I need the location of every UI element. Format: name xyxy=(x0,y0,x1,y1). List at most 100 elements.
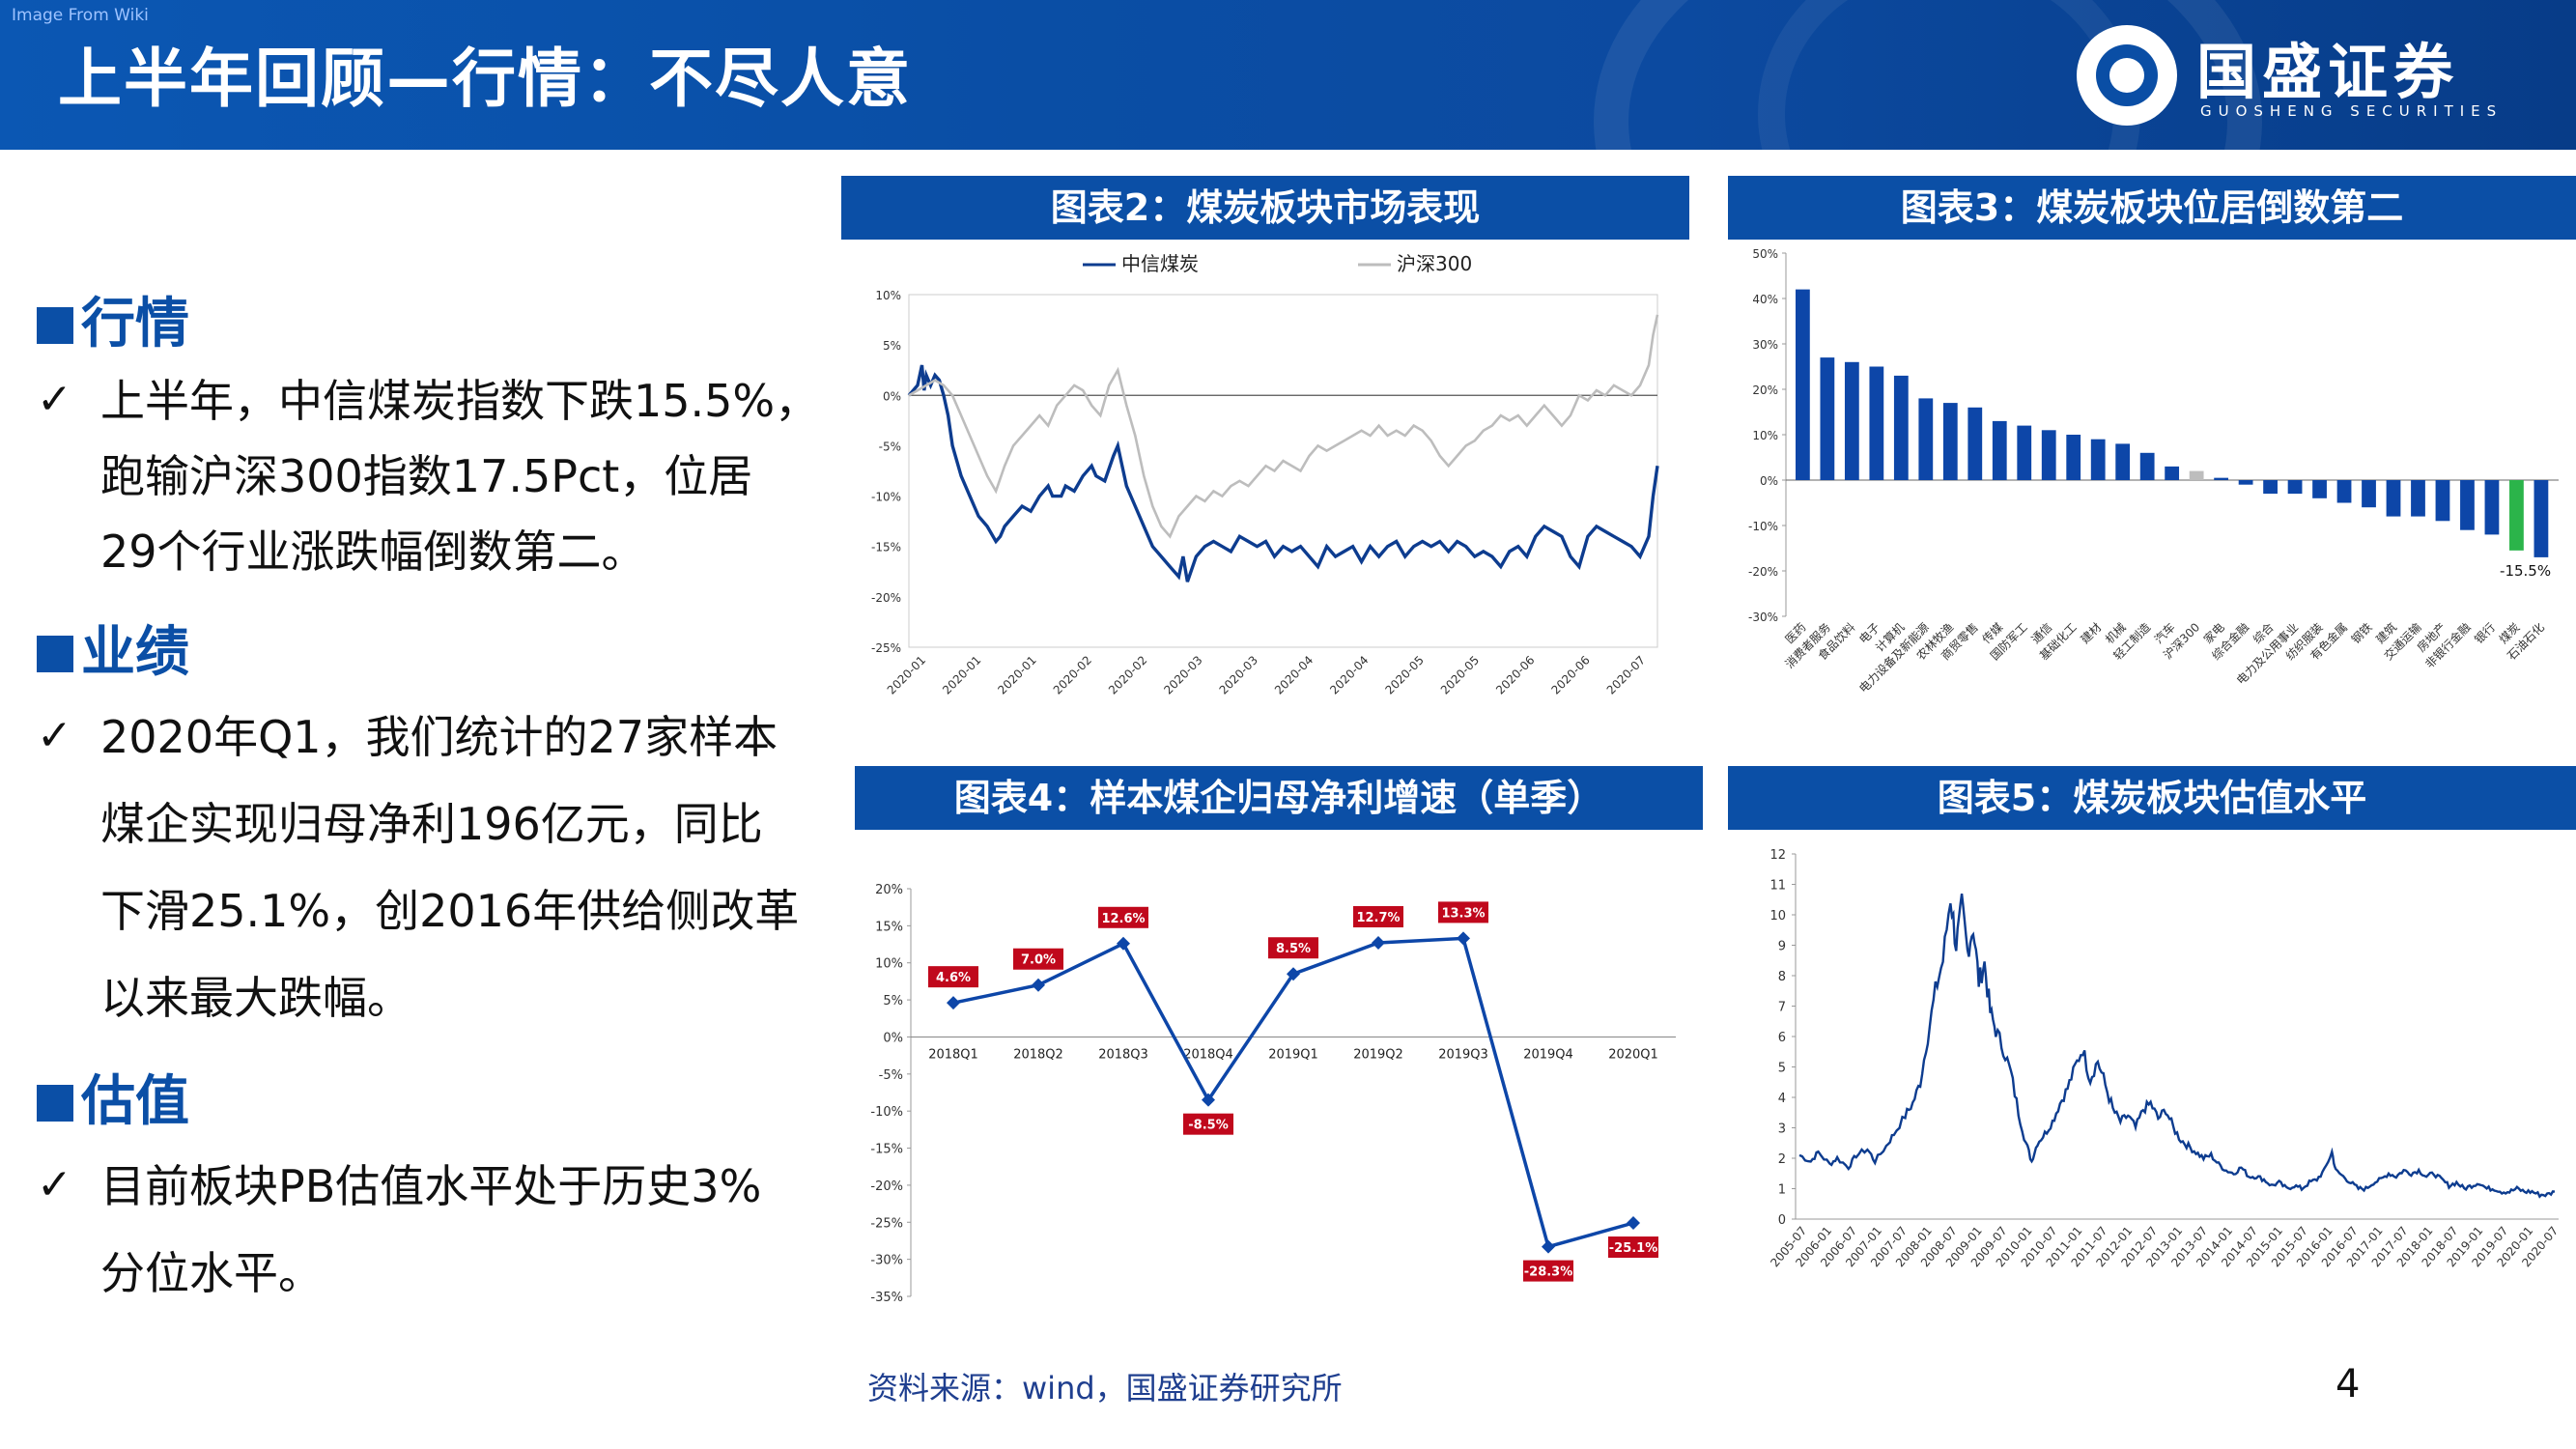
page-title: 上半年回顾—行情：不尽人意 xyxy=(58,42,912,116)
bar xyxy=(1820,357,1835,480)
y-tick-label: 30% xyxy=(1752,338,1778,352)
y-tick-label: 20% xyxy=(1752,384,1778,397)
text-line: 跑输沪深300指数17.5Pct，位居 xyxy=(100,450,753,502)
legend-label: 中信煤炭 xyxy=(1121,252,1199,275)
y-tick-label: 50% xyxy=(1752,247,1778,261)
x-tick-label: 2020-05 xyxy=(1438,653,1482,696)
y-tick-label: -20% xyxy=(870,1179,903,1194)
chart-pb-valuation: 12111098765432102005-072006-012006-07200… xyxy=(1768,848,2561,1269)
square-bullet-icon xyxy=(37,636,73,672)
y-tick-label: 10% xyxy=(875,289,901,302)
data-point xyxy=(1202,1093,1215,1107)
data-label-bg xyxy=(1608,1236,1658,1259)
y-tick-label: 8 xyxy=(1778,970,1786,984)
bar xyxy=(2336,480,2352,503)
data-label: -8.5% xyxy=(1188,1119,1228,1133)
chart-title-fig3: 图表3：煤炭板块位居倒数第二 xyxy=(1728,176,2576,240)
y-tick-label: 7 xyxy=(1778,1001,1786,1015)
y-tick-label: 9 xyxy=(1778,940,1786,954)
x-tick-label: 2020-03 xyxy=(1217,653,1260,696)
x-category-label: 银行 xyxy=(2472,620,2498,646)
data-label: 8.5% xyxy=(1276,942,1311,956)
y-tick-label: 10% xyxy=(1752,429,1778,442)
x-tick-label: 2020-01 xyxy=(940,653,983,696)
data-label-bg xyxy=(1098,906,1148,928)
data-label-bg xyxy=(1523,1260,1573,1282)
y-tick-label: 15% xyxy=(875,920,903,934)
bar xyxy=(2214,477,2229,480)
x-category-label: 2019Q3 xyxy=(1438,1047,1488,1062)
logo-name: 国盛证券 xyxy=(2196,37,2460,107)
data-label-bg xyxy=(928,966,978,988)
y-tick-label: 6 xyxy=(1778,1031,1786,1045)
square-bullet-icon xyxy=(37,1085,73,1122)
data-label-bg xyxy=(1353,906,1403,928)
bar xyxy=(1796,289,1810,480)
bar xyxy=(2189,470,2204,480)
y-tick-label: -30% xyxy=(870,1254,903,1268)
bar xyxy=(1967,407,1983,480)
data-label: 4.6% xyxy=(936,971,971,985)
text-line: 2020年Q1，我们统计的27家样本 xyxy=(100,711,778,763)
data-label-bg xyxy=(1438,901,1488,923)
data-point xyxy=(1032,978,1045,992)
y-tick-label: 2 xyxy=(1778,1152,1786,1167)
data-point xyxy=(1542,1239,1555,1254)
data-label-bg xyxy=(1013,948,1063,970)
x-tick-label: 2020-04 xyxy=(1272,653,1316,696)
bar xyxy=(2484,480,2500,535)
y-tick-label: -30% xyxy=(1748,611,1778,624)
x-category-label: 2020Q1 xyxy=(1608,1047,1658,1062)
bar xyxy=(2287,480,2303,495)
bar xyxy=(1844,361,1859,480)
x-category-label: 2019Q4 xyxy=(1523,1047,1573,1062)
data-label-bg xyxy=(1183,1113,1233,1135)
bar xyxy=(2066,435,2081,480)
y-tick-label: 0% xyxy=(883,1031,903,1045)
data-label: 13.3% xyxy=(1441,906,1485,921)
checkmark-icon: ✓ xyxy=(37,711,72,760)
y-tick-label: -20% xyxy=(871,591,901,605)
y-tick-label: -5% xyxy=(879,1068,903,1083)
header-bar: Image From Wiki 上半年回顾—行情：不尽人意 国盛证券 GUOSH… xyxy=(0,0,2576,150)
bar xyxy=(2509,480,2524,551)
chart-title-fig5: 图表5：煤炭板块估值水平 xyxy=(1728,766,2576,830)
bar xyxy=(2263,480,2278,495)
bar xyxy=(1992,420,2007,480)
logo-subtitle: GUOSHENG SECURITIES xyxy=(2200,102,2504,120)
x-tick-label: 2020-06 xyxy=(1493,653,1537,696)
x-tick-label: 2020-02 xyxy=(1106,653,1149,696)
y-tick-label: -10% xyxy=(871,491,901,504)
bar xyxy=(1869,366,1884,480)
bar xyxy=(2017,425,2032,480)
data-label-bg xyxy=(1268,937,1318,959)
series-line xyxy=(1798,893,2556,1199)
y-tick-label: 1 xyxy=(1778,1183,1786,1198)
data-point xyxy=(947,996,960,1010)
bar xyxy=(1893,375,1909,480)
text-line: 煤企实现归母净利196亿元，同比 xyxy=(100,798,763,850)
bar xyxy=(2165,466,2180,480)
logo-icon xyxy=(2077,25,2177,126)
data-label: -15.5% xyxy=(2500,562,2551,580)
y-tick-label: 5% xyxy=(883,994,903,1009)
data-label: 7.0% xyxy=(1021,953,1056,968)
data-point xyxy=(1287,967,1300,981)
bar xyxy=(1942,403,1958,480)
y-tick-label: -25% xyxy=(870,1216,903,1231)
plot-frame xyxy=(908,294,1658,648)
series-line-coal xyxy=(907,364,1659,582)
data-point xyxy=(1457,931,1470,946)
x-category-label: 2019Q1 xyxy=(1268,1047,1318,1062)
x-category-label: 钢铁 xyxy=(2349,620,2375,646)
y-tick-label: -20% xyxy=(1748,565,1778,579)
data-point xyxy=(1117,936,1130,951)
y-tick-label: 12 xyxy=(1769,848,1786,863)
y-tick-label: -10% xyxy=(870,1105,903,1120)
bar xyxy=(2534,480,2549,557)
bar xyxy=(2312,480,2327,498)
source-note: 资料来源：wind，国盛证券研究所 xyxy=(867,1370,1343,1406)
section-heading-earnings: 业绩 xyxy=(37,609,189,687)
data-label: 12.6% xyxy=(1101,912,1145,926)
y-tick-label: 3 xyxy=(1778,1122,1786,1137)
